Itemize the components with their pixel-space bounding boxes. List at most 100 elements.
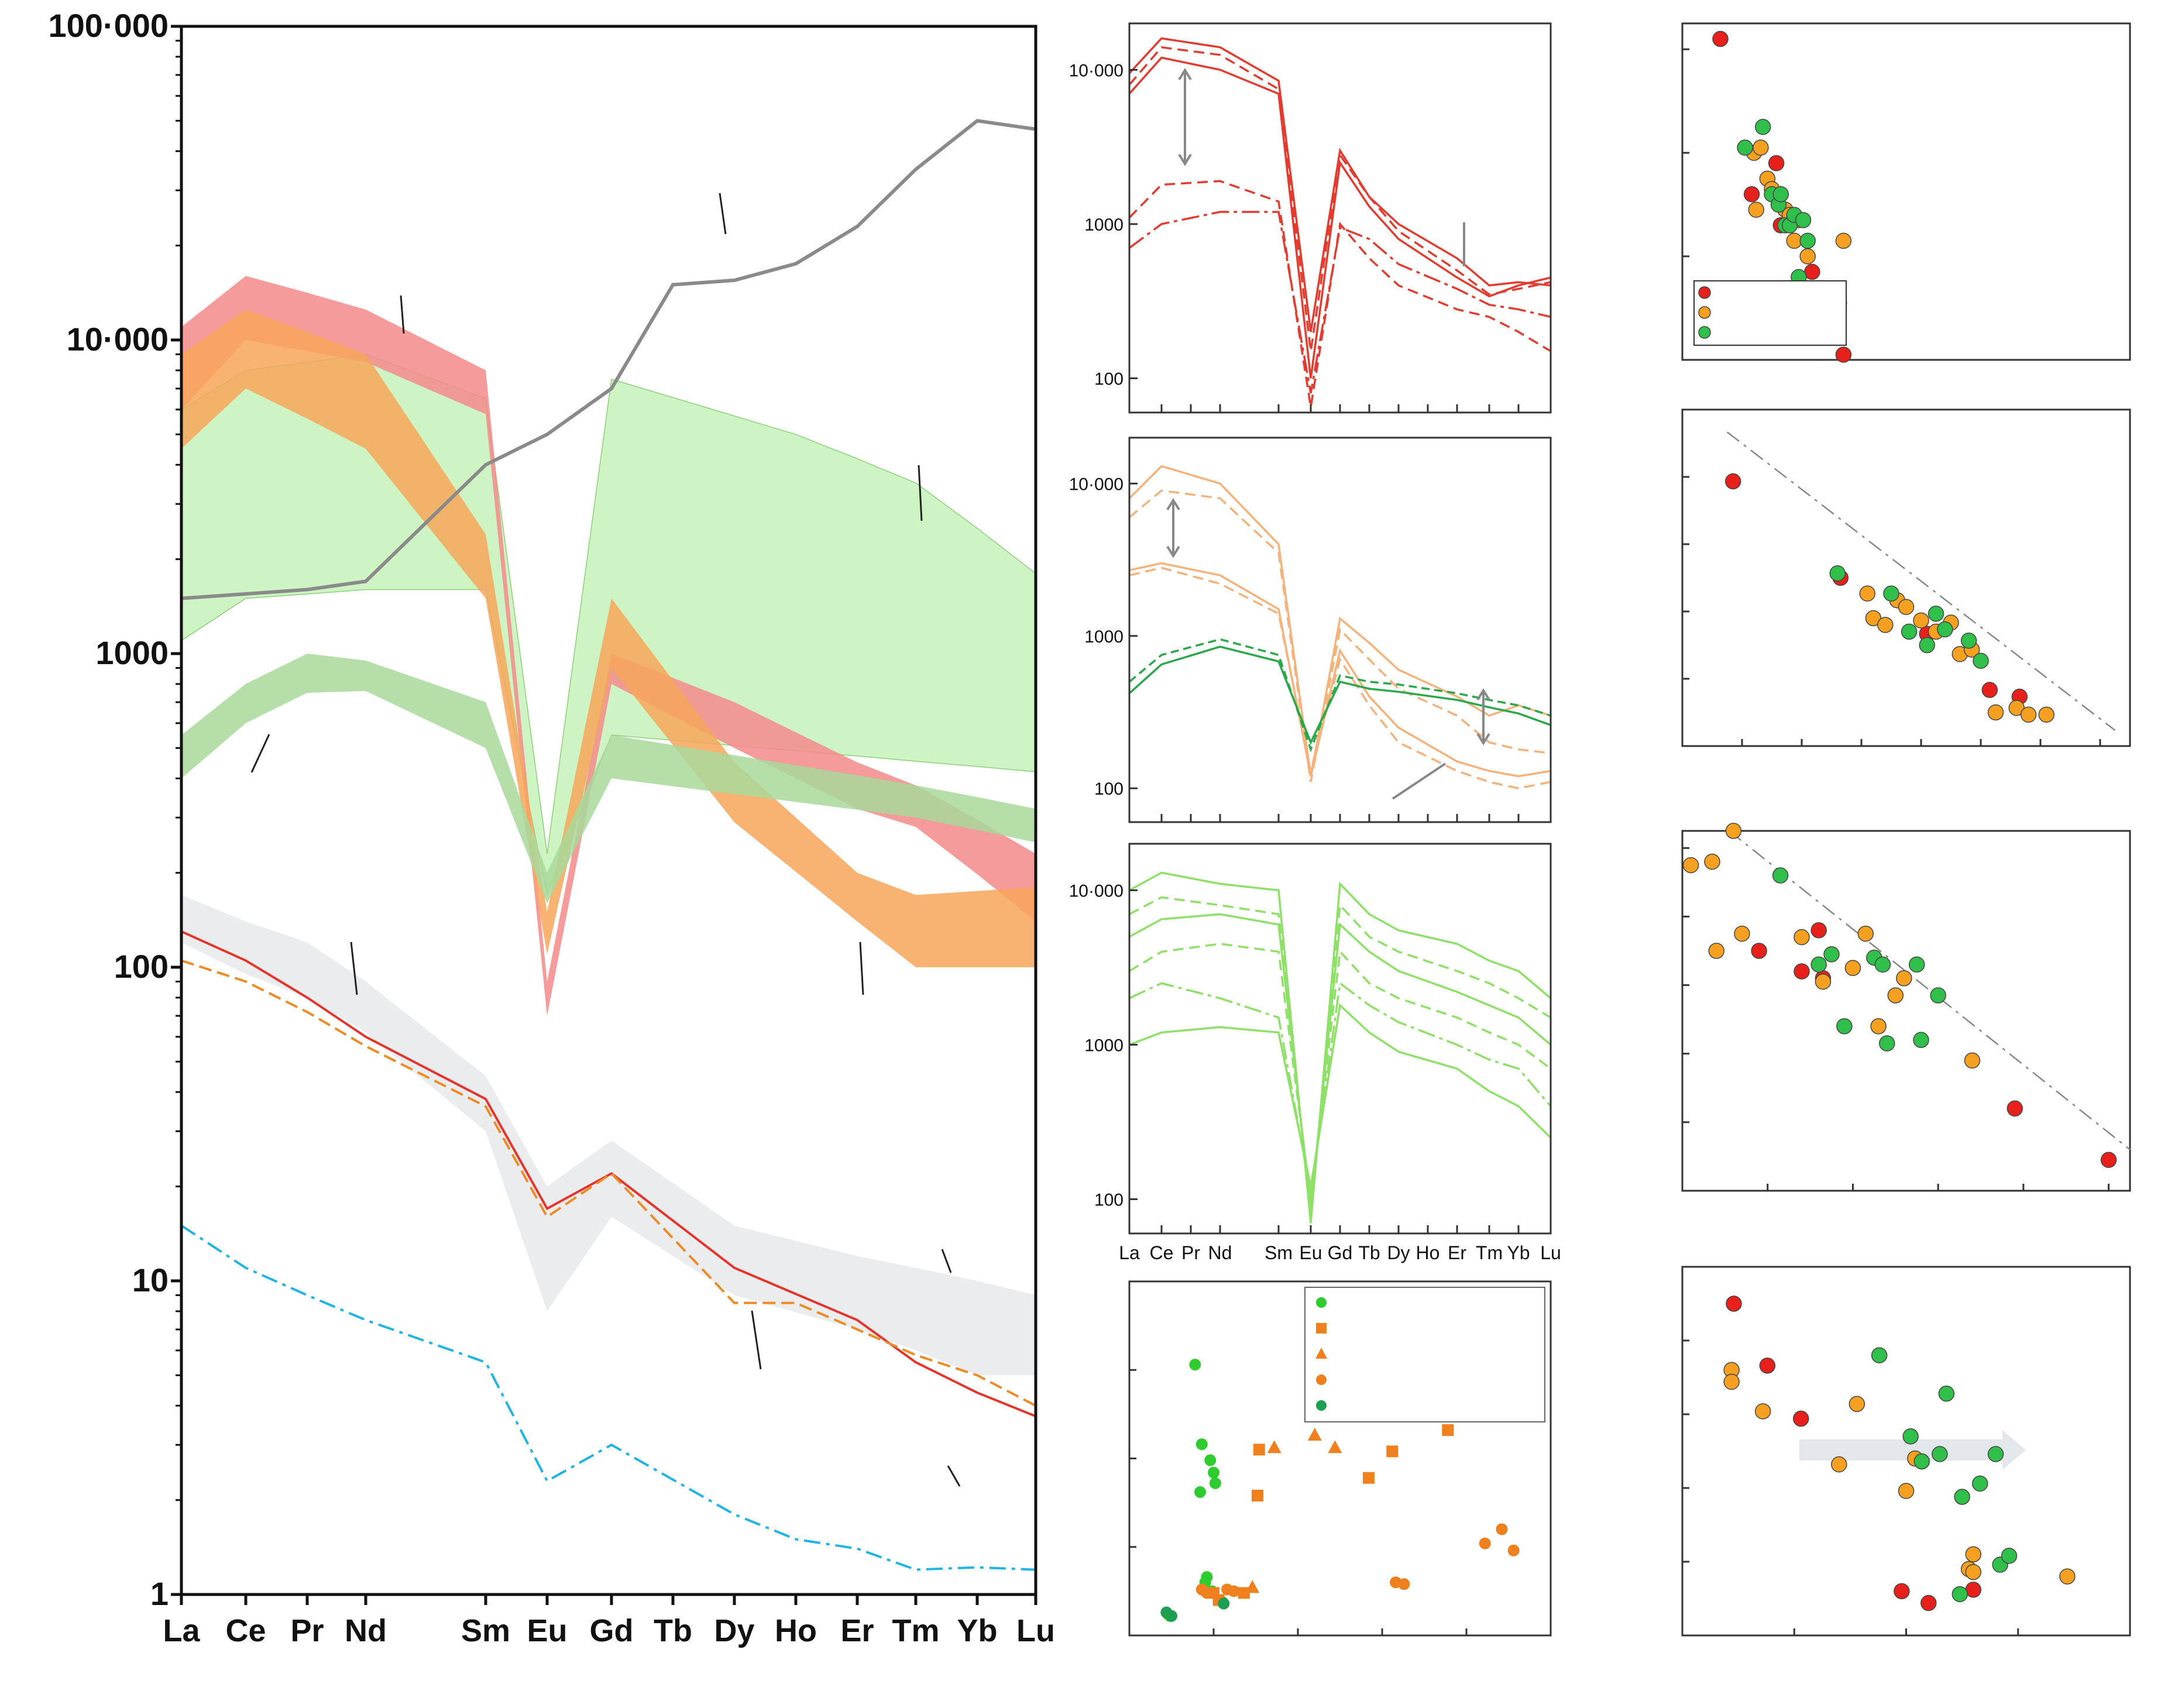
band-endoskarn	[181, 654, 1036, 903]
ree-profile	[1128, 465, 1551, 776]
y-tick-label: 1000	[95, 634, 169, 671]
data-point	[1835, 346, 1852, 363]
data-point	[1874, 956, 1891, 973]
y-tick-label: 1000	[1084, 1036, 1124, 1055]
series-line	[180, 1224, 1036, 1571]
legend-marker	[1315, 1348, 1327, 1359]
data-point	[1913, 1453, 1930, 1470]
legend-marker	[1698, 326, 1711, 339]
y-tick-label: 10·000	[1069, 475, 1124, 494]
ree-profile	[1129, 562, 1551, 778]
y-tick-label: 10·000	[1069, 61, 1124, 80]
data-point	[1831, 1456, 1847, 1473]
data-point	[1981, 682, 1998, 698]
leader-line	[947, 1465, 961, 1487]
ree-profile	[1129, 981, 1552, 1193]
data-point	[1795, 212, 1812, 228]
data-point-triangle	[1267, 1440, 1282, 1453]
data-point	[1898, 1483, 1915, 1499]
x-tick-label: Ce	[1150, 1242, 1174, 1263]
data-point	[2020, 706, 2037, 723]
y-tick-label: 1	[150, 1575, 169, 1612]
data-point	[1898, 599, 1915, 616]
panel-d	[1681, 408, 2131, 747]
panel-b-subplot: 100 1000 10·000	[1069, 437, 1552, 823]
data-point	[1753, 139, 1769, 156]
data-point	[1751, 943, 1767, 959]
x-tick-label: Pr	[1181, 1242, 1200, 1263]
data-point	[1754, 119, 1771, 135]
series-line	[181, 930, 1036, 1418]
data-point	[2007, 1100, 2023, 1117]
data-point	[1877, 617, 1894, 633]
data-point	[1823, 946, 1840, 963]
x-tick-label: Tm	[1476, 1242, 1503, 1263]
core-rim-arrow	[1799, 1430, 2026, 1470]
data-point	[1799, 232, 1816, 249]
plot-frame	[1681, 830, 2131, 1192]
data-point	[1768, 155, 1785, 171]
data-point	[1228, 1585, 1240, 1597]
data-point	[1901, 623, 1918, 640]
arrow	[1392, 762, 1447, 800]
data-point-square	[1362, 1472, 1375, 1484]
band-peraluminous-intrusive-rocks-from-tuscany	[181, 895, 1036, 1376]
data-point	[1794, 963, 1810, 980]
data-point-square	[1386, 1445, 1399, 1458]
data-point	[1479, 1537, 1491, 1549]
plot-frame	[180, 25, 1037, 1596]
data-point	[1195, 1438, 1208, 1451]
data-point	[2059, 1568, 2076, 1585]
legend-marker	[1316, 1323, 1327, 1334]
data-point	[1844, 960, 1861, 977]
data-point	[1725, 823, 1742, 839]
data-point	[1166, 1610, 1177, 1622]
x-tick-label: Lu	[1016, 1613, 1055, 1648]
y-tick-label: 100	[114, 948, 169, 985]
ree-profile	[1128, 180, 1551, 408]
band-phl-ttn-granite	[181, 310, 1036, 967]
data-point	[1507, 1544, 1520, 1556]
leader-line	[941, 1249, 952, 1273]
arrow-head	[1476, 733, 1490, 745]
leader-line	[250, 734, 270, 773]
ree-profile	[1129, 566, 1551, 789]
data-point	[1734, 925, 1750, 942]
panel-b: 100 1000 10·000 100 1000 10·000 100 1000 10·000 L…	[1069, 22, 1561, 1263]
data-point	[1799, 248, 1816, 264]
data-point	[1726, 1295, 1742, 1312]
data-point	[1804, 263, 1820, 280]
data-point	[1810, 922, 1827, 939]
data-point	[1908, 956, 1925, 973]
data-point	[1815, 973, 1832, 990]
data-point	[1748, 201, 1764, 218]
plot-frame	[1681, 408, 2131, 747]
x-tick-label: Ce	[225, 1613, 266, 1648]
data-point	[1883, 585, 1899, 602]
data-point	[1930, 987, 1946, 1004]
ree-profile	[1128, 638, 1551, 752]
data-point	[1772, 186, 1789, 202]
data-point	[1878, 1035, 1895, 1051]
data-point	[1937, 621, 1953, 638]
ree-profile	[1128, 489, 1551, 782]
data-point	[1209, 1477, 1221, 1489]
data-point	[1887, 987, 1904, 1004]
leader-line	[400, 295, 405, 334]
data-point	[1973, 652, 1989, 669]
legend-marker	[1698, 286, 1711, 299]
data-point	[1965, 1582, 1981, 1598]
data-point	[1810, 956, 1827, 973]
data-point	[1849, 1396, 1865, 1413]
x-tick-label: Nd	[1208, 1242, 1232, 1263]
data-point	[1829, 565, 1846, 582]
data-point	[1902, 1428, 1919, 1445]
leader-line	[350, 941, 358, 995]
x-tick-label: Tb	[654, 1613, 692, 1648]
data-point	[1682, 857, 1699, 874]
panel-b-subplot: 100 1000 10·000	[1069, 843, 1552, 1235]
data-point	[1913, 612, 1929, 629]
legend-marker	[1316, 1374, 1327, 1385]
data-point	[1964, 1052, 1981, 1069]
y-tick-label: 10·000	[67, 321, 169, 358]
